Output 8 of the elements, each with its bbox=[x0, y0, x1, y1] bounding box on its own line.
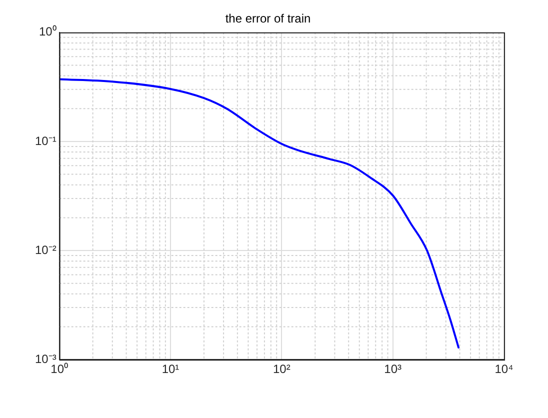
y-tick-label: 10⁻¹ bbox=[35, 134, 56, 148]
x-tick-label: 10³ bbox=[384, 362, 402, 376]
x-tick-label: 10¹ bbox=[162, 362, 180, 376]
x-tick-label: 10⁴ bbox=[494, 362, 514, 376]
y-tick-label: 10⁰ bbox=[38, 24, 56, 39]
chart-title: the error of train bbox=[225, 12, 311, 26]
x-tick-label: 10² bbox=[273, 362, 290, 376]
y-tick-label: 10⁻² bbox=[35, 242, 56, 257]
